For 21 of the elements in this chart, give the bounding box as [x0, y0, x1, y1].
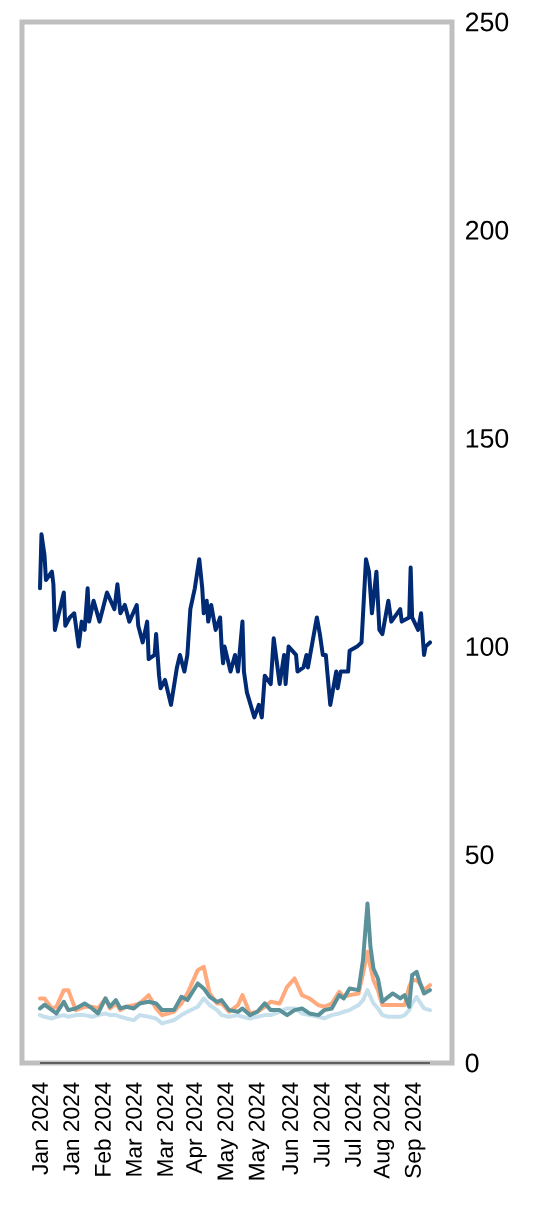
x-tick-label: Jan 2024	[31, 1082, 49, 1175]
x-tick-label: May 2024	[217, 1082, 238, 1180]
y-tick-label: 50	[465, 845, 494, 865]
y-tick-label: 0	[465, 1053, 479, 1073]
x-tick-label: Feb 2024	[94, 1082, 111, 1176]
y-tick-label: 100	[466, 637, 509, 657]
x-tick-label: Jan 2024	[63, 1082, 80, 1175]
x-tick-label: Mar 2024	[157, 1082, 174, 1176]
y-tick-label: 200	[466, 220, 509, 240]
x-tick-label: Jun 2024	[282, 1082, 299, 1175]
x-tick-label: May 2024	[248, 1082, 270, 1180]
y-tick-label: 150	[466, 428, 509, 448]
x-tick-label: Mar 2024	[125, 1082, 142, 1176]
y-tick-label: 250	[466, 12, 509, 32]
line-series	[38, 901, 432, 1018]
line-series	[38, 532, 432, 720]
x-tick-label: Sep 2024	[404, 1082, 426, 1178]
x-tick-label: Apr 2024	[186, 1082, 207, 1174]
x-tick-label: Jul 2024	[313, 1082, 330, 1168]
x-tick-label: Jul 2024	[344, 1082, 361, 1168]
x-tick-label: Aug 2024	[373, 1082, 395, 1179]
